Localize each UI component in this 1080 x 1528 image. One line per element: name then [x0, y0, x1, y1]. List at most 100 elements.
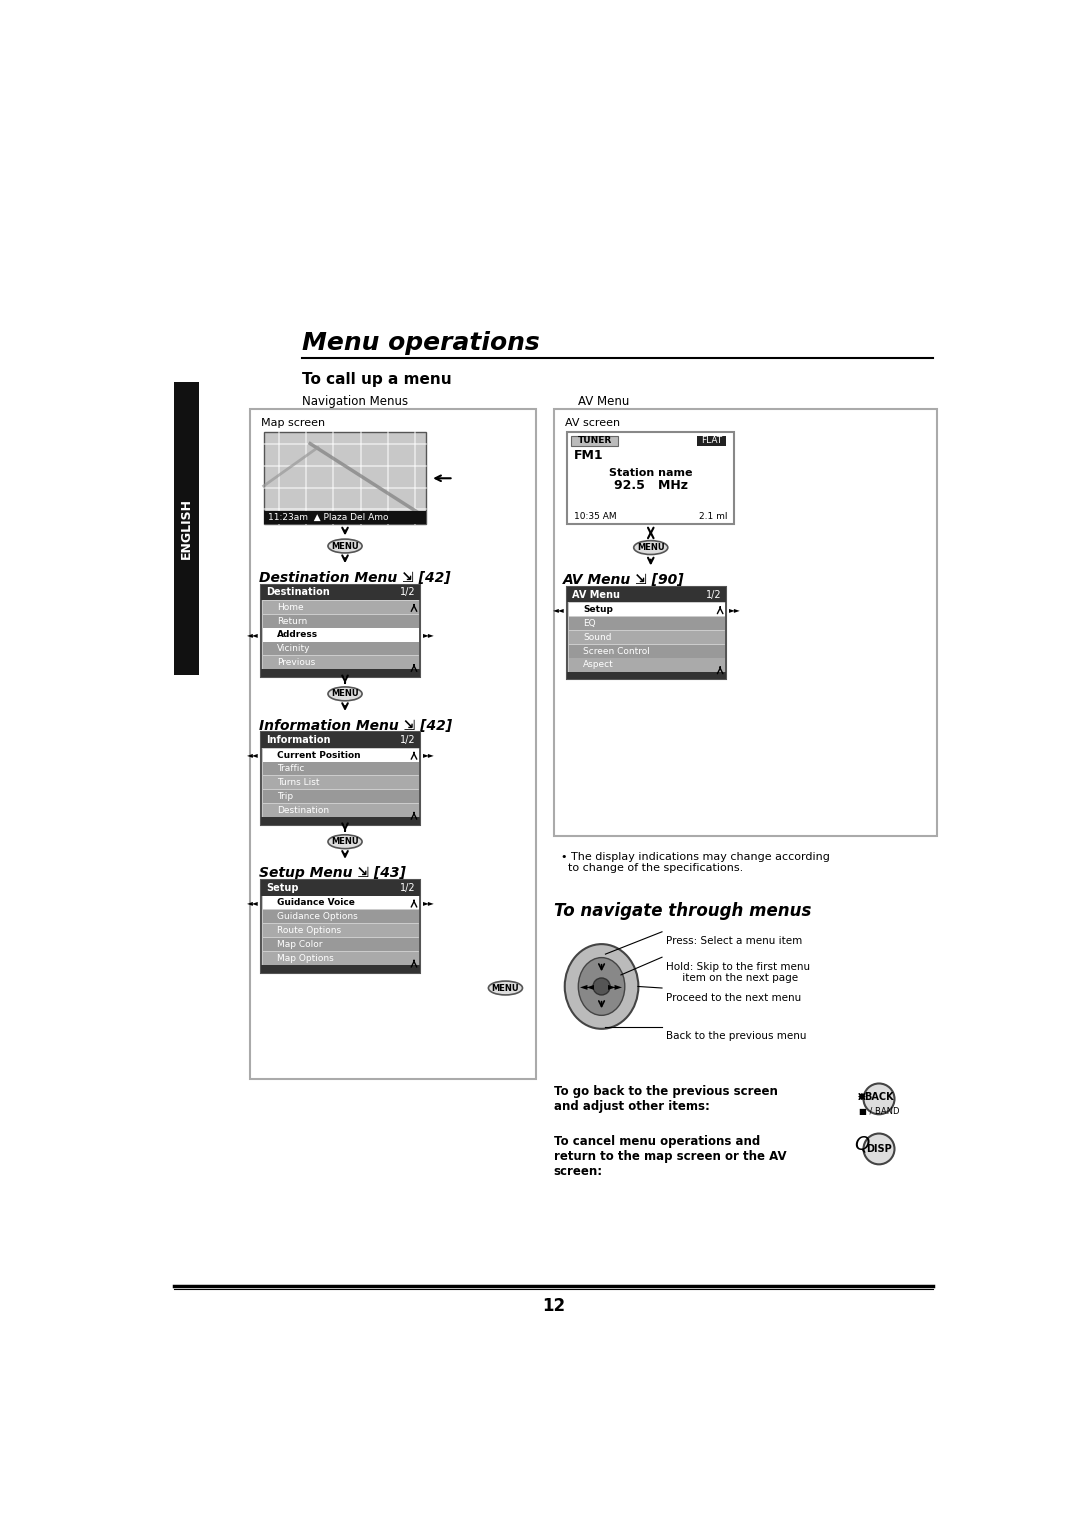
Text: To call up a menu: To call up a menu — [301, 371, 451, 387]
Text: FLAT: FLAT — [701, 437, 723, 446]
FancyBboxPatch shape — [264, 432, 427, 524]
Text: AV screen: AV screen — [565, 419, 620, 428]
FancyBboxPatch shape — [262, 628, 419, 642]
Text: Setup: Setup — [266, 883, 298, 892]
FancyBboxPatch shape — [262, 601, 419, 614]
FancyBboxPatch shape — [569, 617, 725, 630]
FancyBboxPatch shape — [697, 435, 727, 446]
FancyBboxPatch shape — [262, 656, 419, 669]
Text: MENU: MENU — [332, 689, 359, 698]
Circle shape — [864, 1134, 894, 1164]
Ellipse shape — [634, 541, 667, 555]
Text: Information Menu ⇲ [42]: Information Menu ⇲ [42] — [259, 718, 453, 732]
Text: Station name: Station name — [609, 468, 692, 478]
Text: ►►: ►► — [729, 605, 741, 614]
Text: Q: Q — [854, 1135, 869, 1154]
Text: 2.1 ml: 2.1 ml — [700, 512, 728, 521]
FancyBboxPatch shape — [261, 880, 420, 973]
FancyBboxPatch shape — [261, 880, 420, 895]
Text: ►►: ►► — [608, 981, 623, 992]
FancyBboxPatch shape — [262, 924, 419, 937]
Text: Setup Menu ⇲ [43]: Setup Menu ⇲ [43] — [259, 866, 406, 880]
Text: Previous: Previous — [276, 659, 315, 668]
Text: MENU: MENU — [491, 984, 519, 993]
FancyBboxPatch shape — [262, 938, 419, 950]
FancyBboxPatch shape — [249, 410, 537, 1079]
Ellipse shape — [565, 944, 638, 1028]
Text: • The display indications may change according
  to change of the specifications: • The display indications may change acc… — [562, 851, 831, 874]
FancyBboxPatch shape — [261, 817, 420, 825]
Ellipse shape — [328, 834, 362, 848]
Text: Return: Return — [276, 617, 307, 625]
Text: MENU: MENU — [332, 541, 359, 550]
Text: Turns List: Turns List — [276, 778, 320, 787]
Text: 12: 12 — [542, 1297, 565, 1314]
Text: Map Options: Map Options — [276, 953, 334, 963]
FancyBboxPatch shape — [261, 732, 420, 825]
Text: EQ: EQ — [583, 619, 595, 628]
Text: Proceed to the next menu: Proceed to the next menu — [666, 993, 801, 1002]
FancyBboxPatch shape — [174, 382, 199, 675]
Text: Destination: Destination — [266, 587, 329, 597]
Text: Guidance Options: Guidance Options — [276, 912, 357, 921]
Text: ◄◄: ◄◄ — [247, 898, 259, 908]
Text: Vicinity: Vicinity — [276, 645, 310, 654]
Text: Trip: Trip — [276, 792, 293, 801]
FancyBboxPatch shape — [262, 642, 419, 656]
FancyBboxPatch shape — [571, 435, 618, 446]
Text: Home: Home — [276, 602, 303, 611]
FancyBboxPatch shape — [264, 510, 427, 524]
Text: 1/2: 1/2 — [400, 587, 416, 597]
Text: 1/2: 1/2 — [400, 735, 416, 746]
FancyBboxPatch shape — [262, 897, 419, 909]
Ellipse shape — [328, 539, 362, 553]
Text: Sound: Sound — [583, 633, 611, 642]
FancyBboxPatch shape — [262, 804, 419, 817]
FancyBboxPatch shape — [261, 732, 420, 747]
Text: Guidance Voice: Guidance Voice — [276, 898, 354, 908]
Text: TUNER: TUNER — [578, 437, 611, 446]
FancyBboxPatch shape — [569, 604, 725, 616]
Text: Press: Select a menu item: Press: Select a menu item — [666, 937, 802, 946]
Text: Current Position: Current Position — [276, 750, 361, 759]
FancyBboxPatch shape — [261, 585, 420, 677]
Text: Hold: Skip to the first menu
     item on the next page: Hold: Skip to the first menu item on the… — [666, 961, 810, 984]
Text: AV Menu: AV Menu — [572, 590, 620, 599]
FancyBboxPatch shape — [262, 776, 419, 790]
FancyBboxPatch shape — [261, 669, 420, 677]
Text: ■ / BAND: ■ / BAND — [859, 1106, 900, 1115]
Text: MENU: MENU — [332, 837, 359, 847]
Text: Map Color: Map Color — [276, 940, 322, 949]
Circle shape — [593, 978, 610, 995]
Text: Screen Control: Screen Control — [583, 646, 650, 656]
Text: To go back to the previous screen
and adjust other items:: To go back to the previous screen and ad… — [554, 1085, 778, 1112]
Text: AV Menu: AV Menu — [578, 396, 630, 408]
Text: Destination: Destination — [276, 807, 329, 814]
Text: ENGLISH: ENGLISH — [179, 498, 192, 559]
Text: MENU: MENU — [637, 542, 664, 552]
FancyBboxPatch shape — [262, 762, 419, 776]
Text: Traffic: Traffic — [276, 764, 305, 773]
FancyBboxPatch shape — [261, 585, 420, 601]
FancyBboxPatch shape — [567, 587, 727, 680]
FancyBboxPatch shape — [262, 952, 419, 964]
Text: Navigation Menus: Navigation Menus — [301, 396, 408, 408]
FancyBboxPatch shape — [567, 671, 727, 680]
Text: To cancel menu operations and
return to the map screen or the AV
screen:: To cancel menu operations and return to … — [554, 1135, 786, 1178]
Text: Address: Address — [276, 631, 318, 639]
Text: To navigate through menus: To navigate through menus — [554, 902, 811, 920]
Text: ◄◄: ◄◄ — [247, 750, 259, 759]
Text: ◄◄: ◄◄ — [247, 631, 259, 639]
Text: Information: Information — [266, 735, 330, 746]
Text: ►►: ►► — [422, 898, 434, 908]
Ellipse shape — [578, 958, 625, 1015]
Text: Aspect: Aspect — [583, 660, 613, 669]
Text: AV Menu ⇲ [90]: AV Menu ⇲ [90] — [563, 573, 685, 587]
FancyBboxPatch shape — [569, 631, 725, 643]
Text: 1/2: 1/2 — [400, 883, 416, 892]
Text: ◄◄: ◄◄ — [553, 605, 565, 614]
Text: ◄◄: ◄◄ — [580, 981, 595, 992]
Ellipse shape — [488, 981, 523, 995]
Text: ►►: ►► — [422, 750, 434, 759]
Text: DISP: DISP — [866, 1144, 892, 1154]
